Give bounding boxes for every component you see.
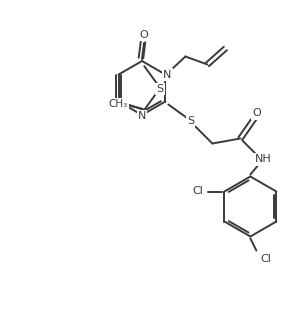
- Text: Cl: Cl: [192, 186, 203, 197]
- Text: S: S: [157, 84, 164, 94]
- Text: N: N: [163, 69, 172, 80]
- Text: Cl: Cl: [260, 254, 271, 263]
- Text: N: N: [138, 111, 146, 121]
- Text: O: O: [139, 30, 148, 40]
- Text: NH: NH: [255, 154, 272, 165]
- Text: O: O: [252, 108, 261, 119]
- Text: S: S: [187, 117, 194, 126]
- Text: CH₃: CH₃: [109, 99, 128, 109]
